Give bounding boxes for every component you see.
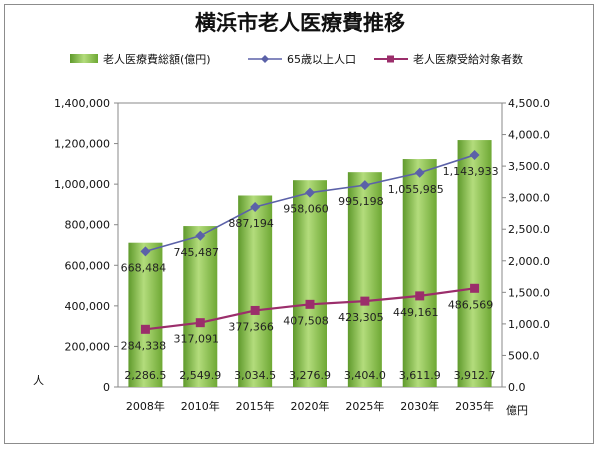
x-axis: 2008年 2010年 2015年 2020年 2025年 2030年 2035年 xyxy=(126,399,494,413)
point-data-label: 1,055,985 xyxy=(388,183,444,196)
legend-marker-diamond xyxy=(261,55,269,63)
left-axis-tick-label: 600,000 xyxy=(65,259,111,272)
bar xyxy=(457,140,492,387)
legend-label-population: 65歳以上人口 xyxy=(287,53,356,66)
point-marker xyxy=(140,246,151,257)
right-axis-tick-label: 1,000.0 xyxy=(508,318,550,331)
point-data-label: 377,366 xyxy=(228,320,274,333)
point-marker xyxy=(305,299,315,309)
right-axis-tick-label: 2,000.0 xyxy=(508,255,550,268)
left-axis-tick-label: 800,000 xyxy=(65,219,111,232)
point-marker xyxy=(414,167,425,178)
point-marker xyxy=(140,324,150,334)
x-axis-tick-label: 2008年 xyxy=(126,399,165,413)
bar xyxy=(293,180,327,387)
point-data-label: 423,305 xyxy=(338,311,384,324)
point-marker xyxy=(250,202,261,213)
left-axis-tick-label: 1,400,000 xyxy=(54,97,110,110)
point-marker xyxy=(469,149,480,160)
bar-series xyxy=(128,140,492,387)
legend-swatch-bar xyxy=(70,54,98,63)
right-axis-tick-label: 500.0 xyxy=(508,349,540,362)
point-data-label: 887,194 xyxy=(228,217,274,230)
point-data-label: 407,508 xyxy=(283,314,329,327)
left-axis-unit: 人 xyxy=(33,374,44,387)
x-axis-tick-label: 2025年 xyxy=(345,399,384,413)
x-axis-tick-label: 2030年 xyxy=(400,399,439,413)
bar-data-label: 3,034.5 xyxy=(234,369,276,382)
legend-label-bar: 老人医療費総額(億円) xyxy=(103,52,211,66)
line-series xyxy=(140,149,480,334)
bar xyxy=(128,242,163,387)
point-data-label: 486,569 xyxy=(448,298,494,311)
left-axis-tick-label: 400,000 xyxy=(65,300,111,313)
point-data-label: 449,161 xyxy=(393,306,439,319)
point-data-label: 317,091 xyxy=(174,333,220,346)
bar xyxy=(347,172,382,387)
chart-title: 横浜市老人医療費推移 xyxy=(195,11,405,35)
right-axis: 0.0 500.0 1,000.0 1,500.0 2,000.0 2,500.0 3,00… xyxy=(502,97,550,394)
data-labels: 2,286.5 2,549.9 3,034.5 3,276.9 3,404.0 3,611… xyxy=(121,165,499,382)
point-marker xyxy=(360,296,370,306)
point-marker xyxy=(305,187,315,198)
bar xyxy=(402,159,437,387)
x-axis-tick-label: 2035年 xyxy=(455,399,494,413)
point-data-label: 1,143,933 xyxy=(443,165,499,178)
point-marker xyxy=(195,318,205,328)
bar-data-label: 3,404.0 xyxy=(344,369,386,382)
x-axis-tick-label: 2020年 xyxy=(291,399,330,413)
left-axis: 0 200,000 400,000 600,000 800,000 1,000,000 1,… xyxy=(54,97,118,394)
point-data-label: 995,198 xyxy=(338,195,384,208)
bar-data-label: 2,286.5 xyxy=(124,369,166,382)
left-axis-tick-label: 0 xyxy=(103,381,110,394)
bar-data-label: 3,611.9 xyxy=(399,369,441,382)
left-axis-tick-label: 200,000 xyxy=(65,340,111,353)
bar-data-label: 3,912.7 xyxy=(454,369,496,382)
x-axis-tick-label: 2015年 xyxy=(236,399,275,413)
point-data-label: 958,060 xyxy=(283,203,329,216)
point-marker xyxy=(250,305,260,315)
point-marker xyxy=(359,180,370,191)
bar xyxy=(183,226,218,387)
point-marker xyxy=(415,291,425,301)
legend: 老人医療費総額(億円) 65歳以上人口 老人医療受給対象者数 xyxy=(70,52,523,66)
point-data-label: 745,487 xyxy=(174,246,220,259)
point-marker xyxy=(470,283,480,293)
left-axis-tick-label: 1,000,000 xyxy=(54,178,110,191)
bar xyxy=(238,195,273,387)
point-data-label: 284,338 xyxy=(121,339,167,352)
right-axis-tick-label: 4,500.0 xyxy=(508,97,550,110)
left-axis-tick-label: 1,200,000 xyxy=(54,138,110,151)
right-axis-unit: 億円 xyxy=(506,404,528,417)
right-axis-tick-label: 4,000.0 xyxy=(508,129,550,142)
legend-label-recipients: 老人医療受給対象者数 xyxy=(413,52,523,66)
bar-data-label: 2,549.9 xyxy=(179,369,221,382)
right-axis-tick-label: 2,500.0 xyxy=(508,223,550,236)
bar-data-label: 3,276.9 xyxy=(289,369,331,382)
right-axis-tick-label: 0.0 xyxy=(508,381,526,394)
right-axis-tick-label: 3,000.0 xyxy=(508,192,550,205)
point-marker xyxy=(195,230,206,241)
x-axis-tick-label: 2010年 xyxy=(181,399,220,413)
point-data-label: 668,484 xyxy=(121,261,167,274)
right-axis-tick-label: 1,500.0 xyxy=(508,286,550,299)
right-axis-tick-label: 3,500.0 xyxy=(508,160,550,173)
legend-marker-square xyxy=(387,55,394,63)
